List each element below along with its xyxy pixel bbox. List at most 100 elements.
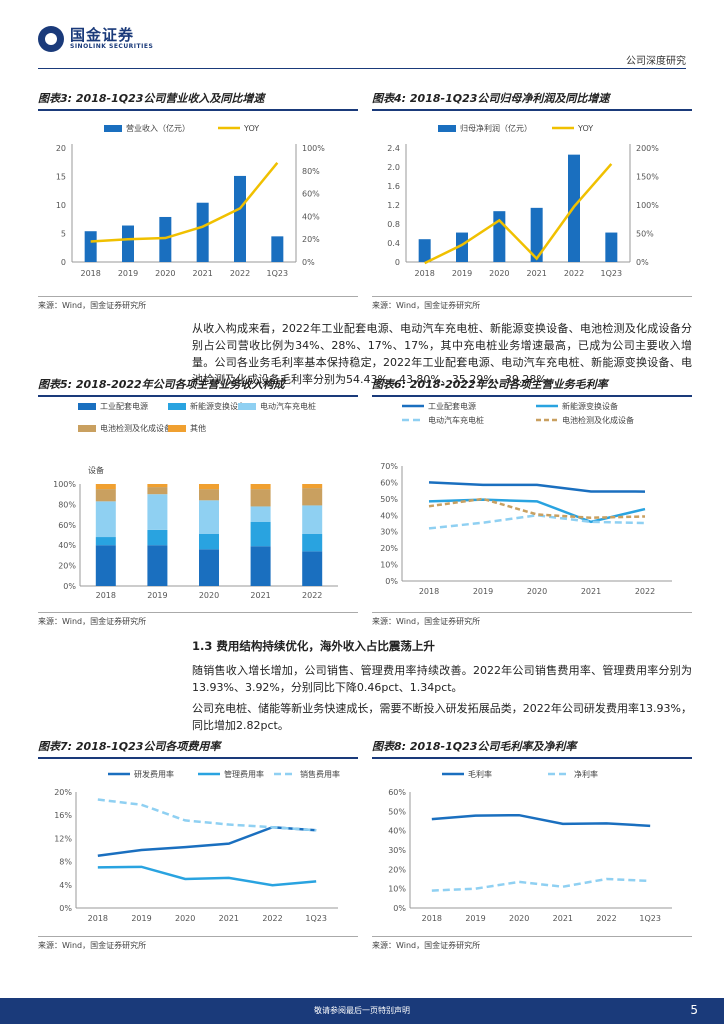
paragraph-expense-ratio: 随销售收入增长增加，公司销售、管理费用率持续改善。2022年公司销售费用率、管理…: [192, 664, 692, 694]
fig4-ytick: 1.2: [387, 201, 400, 210]
fig6-ytick: 30%: [380, 528, 398, 537]
fig5-legend-1-swatch: [168, 403, 186, 410]
fig4-bar: [418, 239, 431, 262]
fig3-yoy-line: [90, 162, 279, 243]
fig3-legend-bar-label: 营业收入（亿元）: [126, 123, 190, 133]
fig4-y2tick: 50%: [636, 230, 654, 239]
fig7-chart: 研发费用率 管理费用率 销售费用率 0% 4% 8% 12% 16% 20% 2018 2019 20…: [54, 769, 340, 923]
fig4-y2tick: 150%: [636, 173, 659, 182]
fig3-bar: [196, 202, 209, 262]
fig8-ytick: 30%: [388, 846, 406, 855]
fig8-source: 来源：Wind，国金证券研究所: [372, 941, 481, 950]
fig3-xtick: 2018: [80, 269, 100, 278]
fig6-legend-3-label: 电池检测及化成设备: [562, 415, 634, 425]
fig5-bar-seg: [147, 545, 168, 586]
fig3-bar: [84, 231, 97, 262]
fig4-bar: [530, 207, 543, 262]
logo-cn: 国金证券: [70, 26, 135, 44]
fig3-title: 图表3: 2018-1Q23公司营业收入及同比增速: [38, 90, 358, 111]
fig5-legend-4-label: 其他: [190, 423, 206, 433]
fig3-ytick: 0: [61, 258, 66, 267]
fig6-series-0: [428, 481, 646, 493]
fig6-xtick: 2021: [581, 587, 601, 596]
fig5-xtick: 2020: [199, 591, 219, 600]
fig5-legend-2-label: 电动汽车充电桩: [260, 401, 316, 411]
fig5-legend-0-swatch: [78, 403, 96, 410]
fig6-ytick: 70%: [380, 462, 398, 471]
fig5-bar-seg: [302, 551, 323, 586]
company-logo: 国金证券 SINOLINK SECURITIES: [38, 26, 153, 52]
fig4-legend-bar-swatch: [438, 125, 456, 132]
fig7-source-divider: [38, 936, 358, 937]
fig8-xtick: 2019: [465, 914, 485, 923]
fig8-ytick: 60%: [388, 788, 406, 797]
fig6-xtick: 2019: [473, 587, 493, 596]
fig5-bar-seg: [95, 501, 116, 538]
fig3-ytick: 10: [56, 201, 66, 210]
fig4-xtick: 2020: [489, 269, 509, 278]
fig4-chart: 归母净利润（亿元） YOY 0 0.4 0.8 1.2 1.6 2.0 2.4 0% 50% 100%…: [387, 123, 659, 278]
fig5-bar-seg: [302, 488, 323, 506]
fig7-xtick: 2019: [131, 914, 151, 923]
fig4-legend-bar-label: 归母净利润（亿元）: [460, 123, 532, 133]
fig5-legend-2-swatch: [238, 403, 256, 410]
fig3-legend-line-label: YOY: [243, 124, 259, 133]
fig8-chart: 毛利率 净利率 0% 10% 20% 30% 40% 50% 60% 2018 2019 2020 20…: [388, 769, 672, 923]
fig7-ytick: 8%: [59, 858, 72, 867]
fig7-ytick: 12%: [54, 834, 72, 843]
fig4-legend-line-label: YOY: [577, 124, 593, 133]
fig3-legend-bar-swatch: [104, 125, 122, 132]
fig8-ytick: 0%: [393, 904, 406, 913]
fig4-xtick: 1Q23: [601, 269, 623, 278]
fig7-legend-1-label: 管理费用率: [224, 769, 264, 779]
fig8-series-1: [431, 877, 651, 892]
fig5-legend-0-label: 工业配套电源: [100, 401, 148, 411]
fig3-y2tick: 0%: [302, 258, 315, 267]
fig6-xtick: 2022: [635, 587, 655, 596]
fig5-ytick: 20%: [58, 562, 76, 571]
fig3-ytick: 20: [56, 144, 66, 153]
fig5-ytick: 80%: [58, 500, 76, 509]
fig6-ytick: 10%: [380, 561, 398, 570]
header-divider: [38, 68, 686, 69]
fig5-bar-seg: [147, 487, 168, 495]
fig4-y2tick: 0%: [636, 258, 649, 267]
fig7-legend-2-label: 销售费用率: [300, 769, 340, 779]
fig6-source-divider: [372, 612, 692, 613]
fig4-xtick: 2019: [452, 269, 472, 278]
fig5-bar-seg: [95, 489, 116, 502]
fig5-bar-seg: [95, 484, 116, 490]
fig5-bar-seg: [302, 505, 323, 534]
fig5-bar-seg: [199, 500, 219, 534]
fig5-bar-seg: [199, 549, 219, 586]
fig7-source: 来源：Wind，国金证券研究所: [38, 941, 147, 950]
fig3-chart: 营业收入（亿元） YOY 0 5 10 15 20 0% 20% 40% 60% 80% 100% 201…: [56, 123, 325, 278]
fig5-bar-seg: [95, 545, 116, 586]
fig5-legend-1-label: 新能源变换设备: [190, 401, 246, 411]
fig7-ytick: 0%: [59, 904, 72, 913]
fig3-ytick: 5: [61, 230, 66, 239]
fig5-legend-wrap: 设备: [88, 465, 104, 475]
fig5-ytick: 0%: [63, 582, 76, 591]
fig3-y2tick: 100%: [302, 144, 325, 153]
fig6-ytick: 40%: [380, 511, 398, 520]
fig5-xtick: 2021: [250, 591, 270, 600]
fig6-series-3: [428, 497, 646, 520]
fig5-legend-3-swatch: [78, 425, 96, 432]
fig3-xtick: 2020: [155, 269, 175, 278]
logo-en: SINOLINK SECURITIES: [70, 43, 154, 50]
fig8-legend-1-label: 净利率: [574, 769, 598, 779]
fig8-xtick: 2021: [553, 914, 573, 923]
fig6-legend-2-label: 电动汽车充电桩: [428, 415, 484, 425]
fig7-legend-0-label: 研发费用率: [134, 769, 174, 779]
fig5-ytick: 60%: [58, 521, 76, 530]
fig8-xtick: 2022: [596, 914, 616, 923]
fig6-xtick: 2020: [527, 587, 547, 596]
fig4-ytick: 0: [395, 258, 400, 267]
fig5-ytick: 40%: [58, 541, 76, 550]
fig7-title: 图表7: 2018-1Q23公司各项费用率: [38, 738, 358, 759]
fig7-ytick: 4%: [59, 881, 72, 890]
fig7-xtick: 2022: [262, 914, 282, 923]
footer-bar: 敬请参阅最后一页特别声明 5: [0, 998, 724, 1024]
